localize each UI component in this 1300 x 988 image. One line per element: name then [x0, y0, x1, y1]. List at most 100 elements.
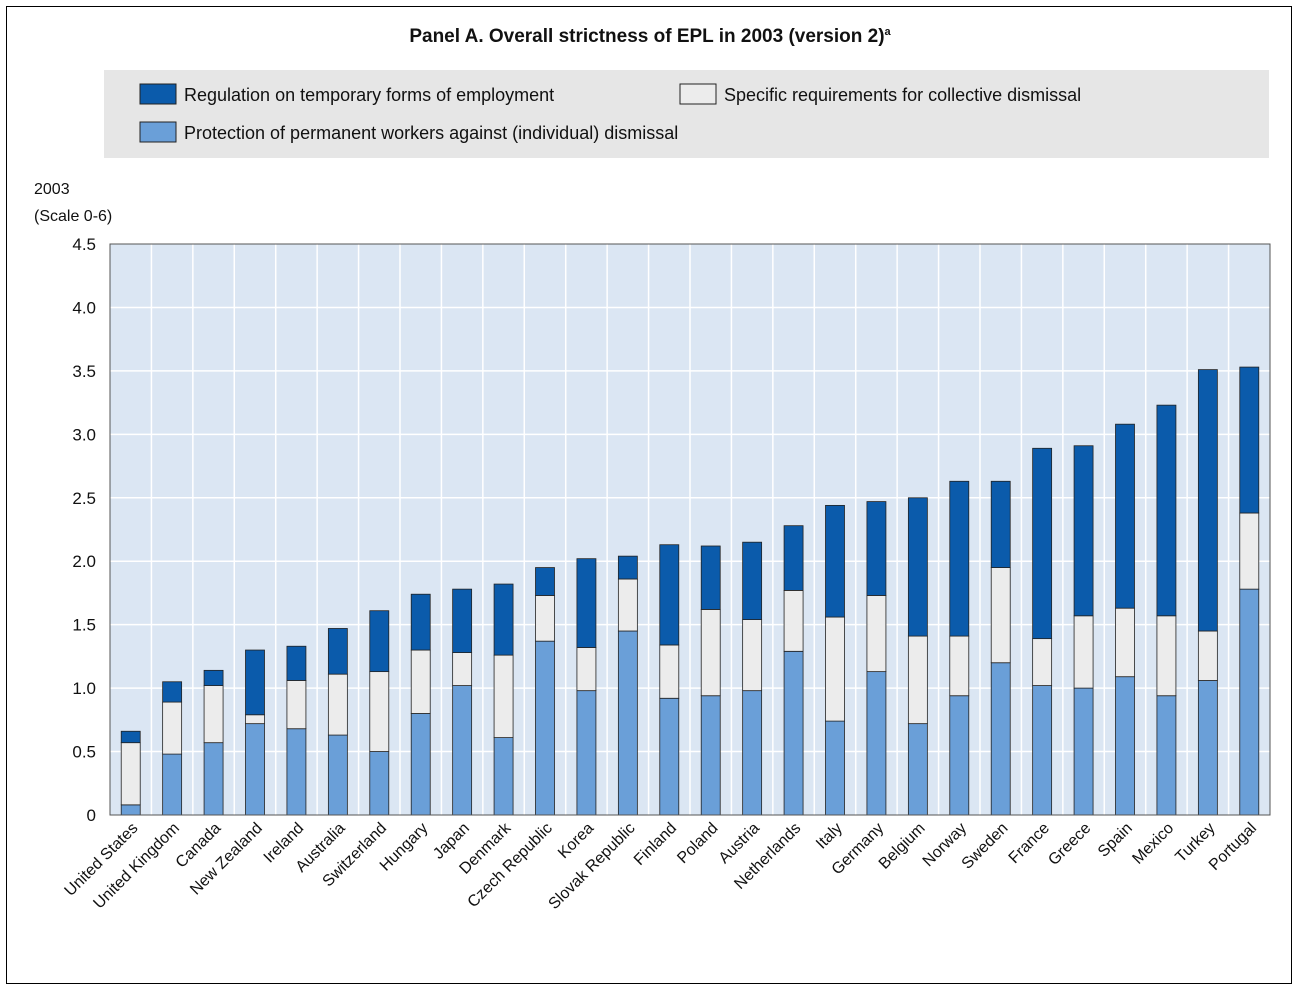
bar-segment-protection-of-permanent--france — [1032, 685, 1053, 816]
bar-segment-regulation-on-temporary--portugal — [1239, 366, 1260, 514]
legend-swatch — [679, 83, 717, 105]
bar-segment-protection-of-permanent--united-states — [120, 804, 141, 816]
bar-segment-regulation-on-temporary--germany — [866, 501, 887, 596]
legend-swatch — [139, 121, 177, 143]
x-category-label: Belgium — [876, 820, 929, 873]
bar-segment-protection-of-permanent--japan — [452, 685, 473, 816]
bar-segment-protection-of-permanent--netherlands — [783, 650, 804, 816]
y-tick-label: 2.0 — [72, 552, 96, 571]
bar-segment-specific-requirements-fo-switzerland — [369, 671, 390, 752]
bar-segment-regulation-on-temporary--france — [1032, 447, 1053, 640]
bar-segment-specific-requirements-fo-poland — [700, 609, 721, 697]
bar-stack-canada — [203, 669, 224, 816]
chart-title-text: Panel A. Overall strictness of EPL in 20… — [409, 26, 884, 47]
bar-segment-regulation-on-temporary--switzerland — [369, 610, 390, 673]
bar-segment-regulation-on-temporary--finland — [659, 544, 680, 646]
bar-stack-mexico — [1156, 404, 1177, 816]
bar-stack-netherlands — [783, 525, 804, 816]
bar-segment-specific-requirements-fo-australia — [327, 673, 348, 736]
bar-stack-germany — [866, 501, 887, 816]
bar-stack-finland — [659, 544, 680, 816]
bar-segment-specific-requirements-fo-slovak-republic — [617, 578, 638, 632]
bar-segment-protection-of-permanent--united-kingdom — [162, 753, 183, 816]
x-category-label: Mexico — [1129, 820, 1177, 868]
legend-label: Protection of permanent workers against … — [184, 123, 678, 143]
bar-segment-regulation-on-temporary--austria — [742, 541, 763, 620]
bar-segment-regulation-on-temporary--canada — [203, 669, 224, 686]
bar-segment-specific-requirements-fo-france — [1032, 638, 1053, 686]
bar-segment-specific-requirements-fo-austria — [742, 619, 763, 692]
y-tick-label: 4.0 — [72, 298, 96, 317]
bar-segment-regulation-on-temporary--norway — [949, 480, 970, 637]
bar-segment-regulation-on-temporary--korea — [576, 558, 597, 648]
bar-stack-switzerland — [369, 610, 390, 816]
bar-stack-slovak-republic — [617, 555, 638, 816]
bar-stack-new-zealand — [245, 649, 265, 816]
y-axis-ticks: 0 0.5 1.0 1.5 2.0 2.5 3.0 3.5 4.0 4.5 — [72, 235, 96, 825]
bar-segment-regulation-on-temporary--italy — [825, 504, 845, 618]
title-note-marker: a — [885, 26, 892, 38]
x-category-label: Italy — [813, 820, 846, 853]
bar-segment-specific-requirements-fo-portugal — [1239, 512, 1260, 590]
bar-segment-protection-of-permanent--mexico — [1156, 695, 1177, 816]
bar-stack-france — [1032, 447, 1053, 816]
legend-swatch — [139, 83, 177, 105]
bar-stack-spain — [1115, 423, 1135, 816]
bar-stack-sweden — [990, 480, 1011, 816]
bar-segment-protection-of-permanent--belgium — [907, 723, 928, 816]
bar-stack-portugal — [1239, 366, 1260, 816]
bar-segment-regulation-on-temporary--hungary — [410, 593, 431, 651]
bar-stack-austria — [742, 541, 763, 816]
bar-segment-specific-requirements-fo-canada — [203, 685, 224, 744]
bar-segment-protection-of-permanent--denmark — [493, 737, 514, 816]
bar-stack-italy — [825, 504, 845, 816]
bar-segment-specific-requirements-fo-denmark — [493, 654, 514, 738]
bar-segment-specific-requirements-fo-hungary — [410, 649, 431, 714]
bar-segment-regulation-on-temporary--ireland — [286, 645, 307, 681]
bar-segment-protection-of-permanent--switzerland — [369, 751, 390, 816]
bar-stack-czech-republic — [535, 567, 555, 816]
bar-segment-specific-requirements-fo-belgium — [907, 635, 928, 725]
bar-segment-specific-requirements-fo-italy — [825, 616, 845, 722]
bar-segment-protection-of-permanent--italy — [825, 720, 845, 816]
bar-segment-protection-of-permanent--ireland — [286, 728, 307, 816]
bar-segment-specific-requirements-fo-united-states — [120, 742, 141, 806]
bar-segment-specific-requirements-fo-czech-republic — [535, 595, 555, 642]
bar-segment-specific-requirements-fo-germany — [866, 595, 887, 673]
bar-segment-protection-of-permanent--poland — [700, 695, 721, 816]
y-tick-label: 2.5 — [72, 489, 96, 508]
bar-segment-regulation-on-temporary--netherlands — [783, 525, 804, 591]
bar-segment-protection-of-permanent--australia — [327, 734, 348, 816]
legend-label: Specific requirements for collective dis… — [724, 85, 1081, 105]
bar-segment-specific-requirements-fo-sweden — [990, 567, 1011, 664]
bar-segment-specific-requirements-fo-japan — [452, 652, 473, 686]
bar-segment-protection-of-permanent--sweden — [990, 662, 1011, 816]
y-tick-label: 0 — [87, 806, 96, 825]
bar-segment-specific-requirements-fo-norway — [949, 635, 970, 697]
y-tick-label: 4.5 — [72, 235, 96, 254]
legend: Regulation on temporary forms of employm… — [139, 83, 1081, 143]
x-category-label: Greece — [1045, 820, 1094, 869]
bar-stack-norway — [949, 480, 970, 816]
bar-segment-regulation-on-temporary--united-kingdom — [162, 681, 183, 703]
bar-stack-ireland — [286, 645, 307, 816]
y-tick-label: 0.5 — [72, 743, 96, 762]
x-category-label: United States — [62, 820, 142, 900]
bar-segment-specific-requirements-fo-greece — [1073, 615, 1094, 689]
bar-stack-greece — [1073, 445, 1094, 816]
bar-stack-japan — [452, 588, 473, 816]
bar-stack-belgium — [907, 497, 928, 816]
bar-segment-protection-of-permanent--turkey — [1197, 680, 1218, 816]
bar-segment-regulation-on-temporary--poland — [700, 545, 721, 610]
bar-segment-regulation-on-temporary--sweden — [990, 480, 1011, 568]
y-tick-label: 1.5 — [72, 616, 96, 635]
bar-segment-specific-requirements-fo-finland — [659, 644, 680, 699]
bar-segment-regulation-on-temporary--belgium — [907, 497, 928, 637]
bar-segment-specific-requirements-fo-mexico — [1156, 615, 1177, 697]
gridlines — [110, 244, 1270, 815]
bar-stack-turkey — [1197, 369, 1218, 816]
bar-segment-protection-of-permanent--portugal — [1239, 588, 1260, 816]
bar-segment-regulation-on-temporary--czech-republic — [535, 567, 555, 596]
bar-segment-protection-of-permanent--austria — [742, 690, 763, 816]
